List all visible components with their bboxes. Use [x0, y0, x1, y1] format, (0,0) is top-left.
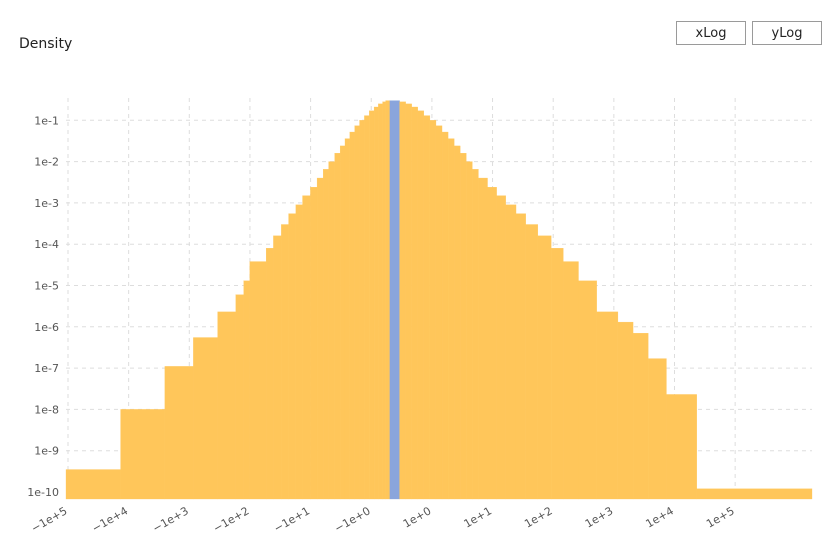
histogram-bar[interactable]: [217, 311, 236, 500]
histogram-bar[interactable]: [120, 409, 166, 500]
histogram-bar[interactable]: [411, 106, 418, 500]
histogram-bar[interactable]: [364, 115, 370, 500]
histogram-bar[interactable]: [281, 224, 289, 500]
histogram-bar[interactable]: [354, 125, 360, 500]
y-tick-label: 1e-5: [34, 280, 59, 293]
x-tick-label: 1e+2: [522, 504, 554, 530]
y-tick-label: 1e-2: [34, 156, 59, 169]
histogram-bar[interactable]: [399, 101, 406, 500]
y-axis-tick-labels: 1e-10 1e-9 1e-8 1e-7 1e-6 1e-5 1e-4 1e-3 1e-2 1e-…: [27, 114, 59, 499]
histogram-bar[interactable]: [578, 280, 597, 500]
x-tick-label: 1e+5: [704, 504, 736, 530]
x-tick-label: −1e+3: [150, 504, 190, 535]
histogram-bar[interactable]: [487, 187, 497, 500]
histogram-bar[interactable]: [373, 106, 379, 500]
histogram-bar[interactable]: [288, 213, 297, 500]
histogram-bar[interactable]: [334, 153, 341, 500]
histogram-bar[interactable]: [369, 110, 375, 500]
histogram-bar[interactable]: [378, 103, 383, 500]
histogram-bar[interactable]: [496, 195, 506, 500]
histogram-bar[interactable]: [429, 120, 437, 500]
y-tick-label: 1e-6: [34, 321, 59, 334]
histogram-bar[interactable]: [323, 169, 329, 500]
histogram-bar[interactable]: [551, 248, 564, 500]
histogram-bar[interactable]: [666, 394, 697, 500]
histogram-bar[interactable]: [454, 145, 461, 500]
histogram-bar[interactable]: [460, 153, 467, 500]
histogram-bar[interactable]: [385, 100, 391, 500]
x-tick-label: −1e+5: [29, 504, 69, 535]
y-tick-label: 1e-7: [34, 362, 59, 375]
histogram-bar[interactable]: [339, 145, 346, 500]
y-tick-label: 1e-4: [34, 238, 59, 251]
histogram-bar[interactable]: [617, 321, 634, 500]
histogram-bar[interactable]: [295, 204, 303, 500]
x-tick-label: −1e+4: [90, 504, 130, 535]
highlighted-bin-bar[interactable]: [389, 100, 400, 500]
chart-title: Density: [19, 36, 73, 52]
histogram-bar[interactable]: [563, 261, 579, 500]
histogram-bar[interactable]: [405, 103, 412, 500]
histogram-bar[interactable]: [423, 115, 431, 500]
histogram-bar[interactable]: [537, 235, 552, 500]
x-tick-label: −1e+0: [332, 504, 372, 535]
histogram-bar[interactable]: [65, 469, 121, 500]
histogram-bar[interactable]: [515, 213, 526, 500]
histogram-bar[interactable]: [344, 138, 350, 500]
histogram-bar[interactable]: [164, 366, 194, 500]
y-tick-label: 1e-10: [27, 486, 59, 499]
x-tick-label: 1e+1: [462, 504, 494, 530]
histogram-bar[interactable]: [466, 161, 473, 500]
y-tick-label: 1e-8: [34, 403, 59, 416]
histogram-bar[interactable]: [447, 138, 455, 500]
histogram-bars: [65, 100, 813, 500]
histogram-bar[interactable]: [632, 333, 649, 500]
y-tick-label: 1e-9: [34, 445, 59, 458]
histogram-bar[interactable]: [596, 311, 619, 500]
xlog-toggle-button[interactable]: xLog: [676, 21, 746, 45]
y-tick-label: 1e-3: [34, 197, 59, 210]
histogram-bar[interactable]: [328, 161, 335, 500]
histogram-bar[interactable]: [193, 337, 218, 500]
histogram-bar[interactable]: [505, 204, 517, 500]
histogram-bar[interactable]: [235, 294, 244, 500]
histogram-bar[interactable]: [273, 235, 282, 500]
histogram-bar[interactable]: [243, 280, 250, 500]
histogram-bar[interactable]: [648, 358, 667, 500]
y-tick-label: 1e-1: [34, 114, 59, 127]
histogram-bar[interactable]: [525, 224, 539, 500]
histogram-bar[interactable]: [265, 248, 274, 500]
x-tick-label: 1e+3: [583, 504, 615, 530]
histogram-bar[interactable]: [302, 195, 311, 500]
x-tick-label: 1e+4: [644, 504, 676, 530]
histogram-bar[interactable]: [435, 125, 443, 500]
histogram-bar[interactable]: [359, 120, 365, 500]
histogram-bar[interactable]: [472, 169, 479, 500]
x-tick-label: −1e+1: [272, 504, 312, 535]
histogram-bar[interactable]: [349, 131, 355, 500]
histogram-bar[interactable]: [316, 177, 324, 500]
histogram-bar[interactable]: [441, 131, 449, 500]
histogram-bar[interactable]: [310, 187, 318, 500]
histogram-bar[interactable]: [478, 177, 488, 500]
ylog-toggle-button[interactable]: yLog: [752, 21, 822, 45]
histogram-bar[interactable]: [696, 488, 813, 500]
x-tick-label: 1e+0: [401, 504, 433, 530]
x-tick-label: −1e+2: [211, 504, 251, 535]
x-axis-tick-labels: −1e+5 −1e+4 −1e+3 −1e+2 −1e+1 −1e+0 1e+0 1e+1 1e…: [29, 504, 737, 535]
histogram-bar[interactable]: [382, 101, 386, 500]
histogram-bar[interactable]: [249, 261, 267, 500]
histogram-bar[interactable]: [417, 110, 424, 500]
